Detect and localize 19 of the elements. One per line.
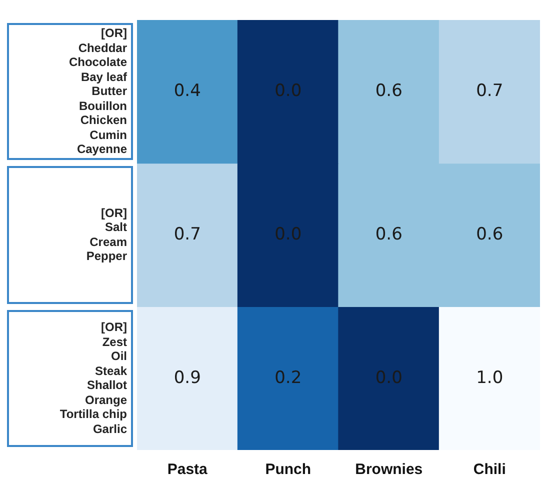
x-tick-label: Punch xyxy=(265,461,312,478)
data-label: 0.6 xyxy=(375,81,402,102)
data-label: 0.0 xyxy=(375,368,402,388)
data-label: 0.7 xyxy=(174,224,201,244)
data-label: 0.6 xyxy=(375,224,402,244)
data-label: 0.7 xyxy=(476,81,504,102)
x-tick-label: Brownies xyxy=(355,461,423,478)
x-tick-label: Pasta xyxy=(167,461,208,478)
y-tick-label: [OR] Salt Cream Pepper xyxy=(7,166,133,304)
x-tick-label: Chili xyxy=(473,461,506,478)
data-label: 0.2 xyxy=(274,368,302,388)
data-label: 0.6 xyxy=(476,224,504,244)
data-label: 0.4 xyxy=(174,81,201,102)
data-label: 0.9 xyxy=(174,368,201,388)
data-label: 1.0 xyxy=(476,368,504,388)
y-tick-label: [OR] Zest Oil Steak Shallot Orange Tortilla chip Garlic xyxy=(7,310,133,447)
category-label: [OR] Cheddar Chocolate Bay leaf Butter Bouillon Chicken Cumin Cayenne xyxy=(68,26,127,156)
data-label: 0.0 xyxy=(274,224,302,244)
data-label: 0.0 xyxy=(274,81,302,102)
